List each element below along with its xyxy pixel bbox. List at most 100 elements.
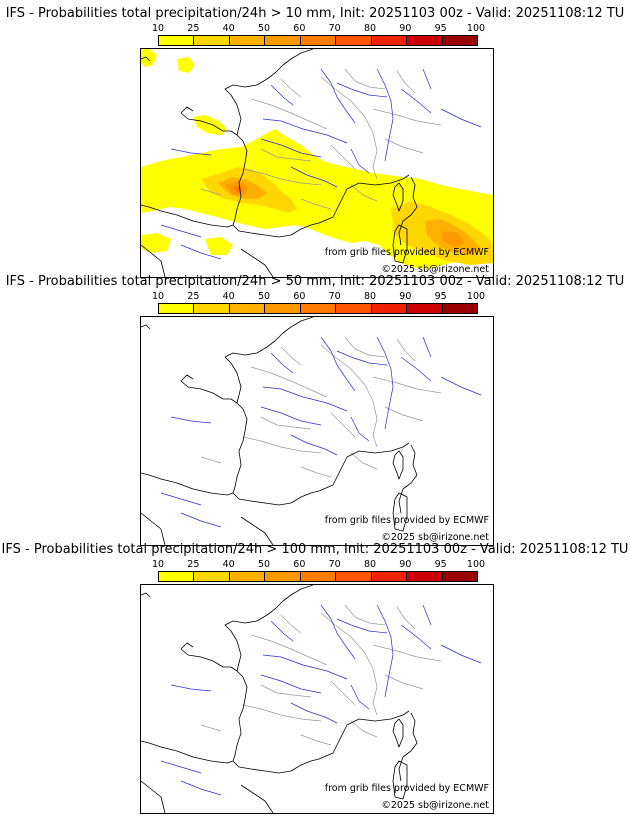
coastline bbox=[141, 317, 418, 545]
colorbar-segment bbox=[407, 304, 443, 313]
colorbar-tick-label: 70 bbox=[328, 291, 341, 302]
rivers bbox=[160, 336, 482, 528]
colorbar-tick-label: 80 bbox=[363, 559, 377, 570]
admin-borders bbox=[200, 68, 442, 210]
forecast-panel: IFS - Probabilities total precipitation/… bbox=[0, 6, 630, 278]
coastline bbox=[141, 585, 418, 813]
probability-colorbar: 10 25 40 50 60 70 80 90 95 100 bbox=[152, 559, 485, 585]
colorbar-tick-label: 25 bbox=[187, 559, 200, 570]
colorbar-tick-label: 10 bbox=[151, 291, 165, 302]
colorbar-tick-label: 50 bbox=[257, 559, 271, 570]
copyright-credit: ©2025 sb@irizone.net bbox=[381, 264, 489, 275]
colorbar-tick-label: 90 bbox=[399, 559, 412, 570]
panel-title: IFS - Probabilities total precipitation/… bbox=[1, 542, 629, 557]
colorbar-tick-label: 80 bbox=[363, 291, 377, 302]
map-frame: from grib files provided by ECMWF ©2025 s… bbox=[140, 584, 494, 814]
precip-probability-area bbox=[233, 186, 244, 193]
colorbar-segment bbox=[265, 36, 301, 45]
precip-probability-area bbox=[141, 49, 157, 67]
colorbar-segment bbox=[300, 304, 337, 313]
colorbar-tick-label: 40 bbox=[222, 23, 235, 34]
colorbar-segment bbox=[229, 304, 266, 313]
corsica-outline bbox=[392, 182, 404, 212]
colorbar-tick-label: 70 bbox=[328, 23, 341, 34]
probability-colorbar: 10 25 40 50 60 70 80 90 95 100 bbox=[152, 291, 485, 317]
colorbar-tick-label: 70 bbox=[328, 559, 341, 570]
colorbar-segment bbox=[300, 36, 337, 45]
colorbar-tick-label: 80 bbox=[363, 23, 377, 34]
colorbar-tick-label: 50 bbox=[257, 23, 271, 34]
colorbar-segment bbox=[336, 304, 372, 313]
colorbar-segment bbox=[265, 304, 301, 313]
colorbar-segment bbox=[442, 572, 477, 581]
colorbar-segment bbox=[336, 36, 372, 45]
colorbar-tick-label: 95 bbox=[434, 559, 447, 570]
colorbar-tick-label: 50 bbox=[257, 291, 271, 302]
precip-probability-area bbox=[205, 237, 233, 255]
panel-title: IFS - Probabilities total precipitation/… bbox=[5, 6, 625, 21]
colorbar-tick-label: 25 bbox=[187, 291, 200, 302]
colorbar-segment bbox=[371, 572, 408, 581]
sardinia-outline bbox=[392, 760, 408, 800]
colorbar-segment bbox=[371, 304, 408, 313]
map-canvas bbox=[141, 49, 493, 277]
rivers bbox=[160, 68, 482, 260]
colorbar-tick-label: 95 bbox=[434, 291, 447, 302]
colorbar-segment bbox=[407, 36, 443, 45]
colorbar-segment bbox=[194, 572, 230, 581]
colorbar-segment bbox=[442, 304, 477, 313]
sardinia-outline bbox=[392, 224, 408, 264]
colorbar-tick-label: 25 bbox=[187, 23, 200, 34]
colorbar-segment bbox=[371, 36, 408, 45]
source-credit: from grib files provided by ECMWF bbox=[324, 247, 489, 258]
precip-probability-area bbox=[193, 115, 227, 135]
colorbar-tick-label: 10 bbox=[151, 23, 165, 34]
precip-probability-area bbox=[177, 57, 195, 73]
colorbar-segment bbox=[407, 572, 443, 581]
colorbar-segment bbox=[194, 36, 230, 45]
map-canvas bbox=[141, 317, 482, 545]
colorbar-segment bbox=[159, 572, 195, 581]
colorbar-tick-label: 60 bbox=[293, 559, 306, 570]
copyright-credit: ©2025 sb@irizone.net bbox=[381, 532, 489, 543]
colorbar-segment bbox=[442, 36, 477, 45]
colorbar-tick-label: 95 bbox=[434, 23, 447, 34]
rivers bbox=[160, 604, 482, 796]
colorbar-tick-label: 10 bbox=[151, 559, 165, 570]
precip-probability-area bbox=[441, 231, 465, 247]
colorbar-segment bbox=[194, 304, 230, 313]
colorbar-segment bbox=[159, 36, 195, 45]
source-credit: from grib files provided by ECMWF bbox=[324, 515, 489, 526]
map-frame: from grib files provided by ECMWF ©2025 s… bbox=[140, 316, 494, 546]
corsica-outline bbox=[392, 718, 404, 748]
colorbar-segment bbox=[229, 36, 266, 45]
colorbar-tick-label: 100 bbox=[466, 23, 486, 34]
sardinia-outline bbox=[392, 492, 408, 532]
colorbar-tick-label: 90 bbox=[399, 23, 412, 34]
map-frame: from grib files provided by ECMWF ©2025 s… bbox=[140, 48, 494, 278]
colorbar-tick-label: 60 bbox=[293, 291, 306, 302]
precip-probability-area bbox=[141, 233, 171, 253]
colorbar-tick-label: 40 bbox=[222, 291, 235, 302]
colorbar-tick-label: 90 bbox=[399, 291, 412, 302]
map-canvas bbox=[141, 585, 482, 813]
colorbar-strip bbox=[158, 303, 478, 314]
colorbar-segment bbox=[300, 572, 337, 581]
colorbar-strip bbox=[158, 571, 478, 582]
colorbar-tick-label: 100 bbox=[466, 291, 486, 302]
colorbar-segment bbox=[265, 572, 301, 581]
coastline bbox=[141, 49, 418, 277]
probability-colorbar: 10 25 40 50 60 70 80 90 95 100 bbox=[152, 23, 485, 49]
colorbar-tick-label: 100 bbox=[466, 559, 486, 570]
admin-borders bbox=[200, 604, 442, 746]
corsica-outline bbox=[392, 450, 404, 480]
colorbar-segment bbox=[159, 304, 195, 313]
forecast-panel: IFS - Probabilities total precipitation/… bbox=[0, 274, 630, 546]
admin-borders bbox=[200, 336, 442, 478]
colorbar-strip bbox=[158, 35, 478, 46]
forecast-panel: IFS - Probabilities total precipitation/… bbox=[0, 542, 630, 814]
colorbar-tick-label: 60 bbox=[293, 23, 306, 34]
colorbar-tick-label: 40 bbox=[222, 559, 235, 570]
panel-title: IFS - Probabilities total precipitation/… bbox=[5, 274, 625, 289]
colorbar-segment bbox=[229, 572, 266, 581]
